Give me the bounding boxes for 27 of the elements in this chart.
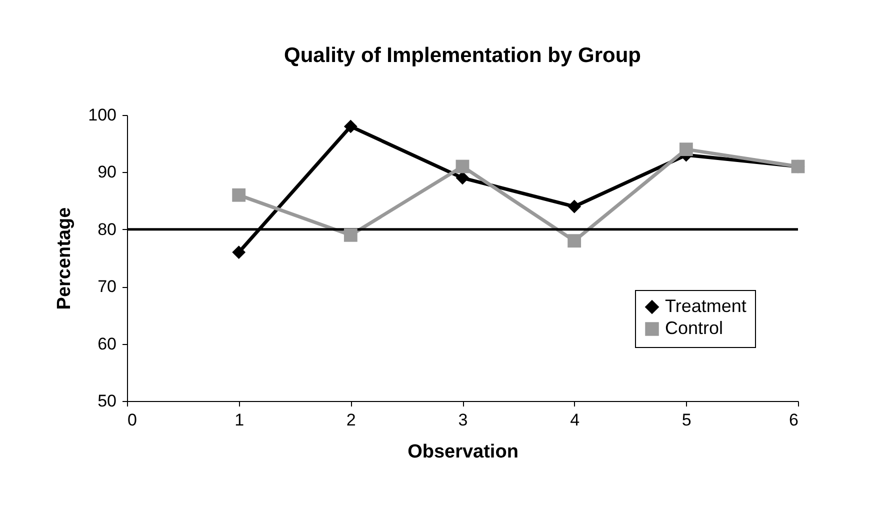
point <box>456 160 470 174</box>
point <box>344 120 358 134</box>
y-tick-label: 50 <box>98 392 116 410</box>
x-tick-label: 2 <box>346 410 356 430</box>
y-tick-label: 100 <box>88 106 116 124</box>
point <box>232 188 246 202</box>
point <box>568 200 582 214</box>
y-tick-label: 70 <box>98 277 116 296</box>
x-tick-label: 3 <box>458 410 468 430</box>
point <box>344 228 358 242</box>
x-tick-label: 5 <box>682 410 692 430</box>
y-tick-label: 80 <box>98 220 116 239</box>
point <box>232 246 246 259</box>
x-tick-label: 1 <box>234 410 244 430</box>
x-tick-label: 4 <box>570 410 580 430</box>
x-axis-title: Observation <box>408 442 518 462</box>
point <box>456 171 470 185</box>
y-tick-label: 90 <box>98 162 116 182</box>
x-tick-label: 6 <box>789 410 798 430</box>
legend-label: Treatment <box>665 296 746 316</box>
legend-label: Control <box>665 318 724 338</box>
y-axis-title: Percentage <box>54 207 76 310</box>
chart-title: Quality of Implementation by Group <box>284 44 642 67</box>
x-tick-label: 0 <box>128 410 137 430</box>
point <box>568 234 582 248</box>
y-tick-label: 60 <box>98 334 116 354</box>
point <box>679 142 693 156</box>
